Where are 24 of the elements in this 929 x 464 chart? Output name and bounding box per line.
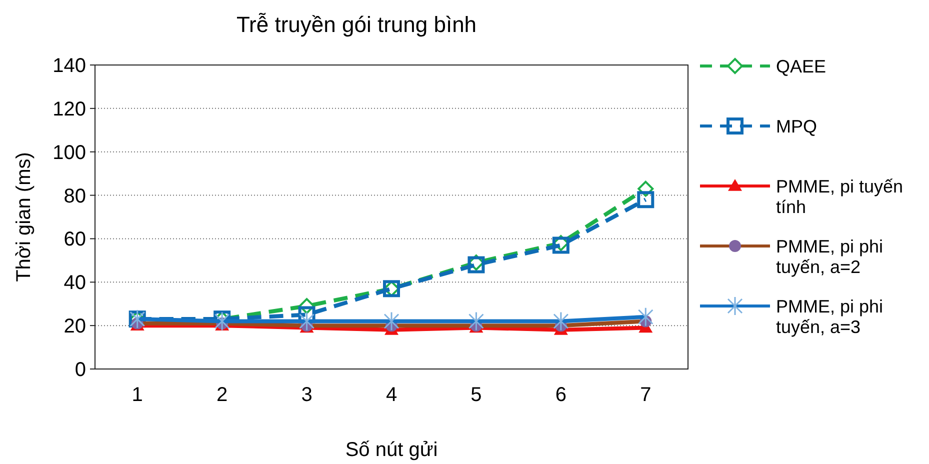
y-tick-label: 80 <box>64 185 86 208</box>
x-tick-label: 4 <box>386 384 398 406</box>
x-tick-label: 5 <box>470 384 482 406</box>
legend-label: PMME, pi tuyến tính <box>776 176 904 217</box>
x-tick-label: 7 <box>640 384 652 406</box>
x-tick-label: 3 <box>301 384 312 406</box>
point <box>637 191 654 208</box>
legend-label: PMME, pi phi tuyến, a=3 <box>776 296 884 337</box>
legend-label: MPQ <box>776 116 818 136</box>
chart-title: Trễ truyền gói trung bình <box>236 12 477 37</box>
y-tick-label: 0 <box>74 359 86 381</box>
x-tick-label: 2 <box>216 384 228 406</box>
y-tick-label: 40 <box>64 272 86 294</box>
y-axis-title: Thời gian (ms) <box>13 152 35 282</box>
y-tick-label: 20 <box>64 316 86 338</box>
legend-label: QAEE <box>776 56 826 76</box>
y-tick-label: 60 <box>64 228 86 251</box>
x-tick-label: 6 <box>555 384 566 406</box>
y-tick-label: 120 <box>52 98 86 120</box>
y-tick-label: 100 <box>52 142 86 164</box>
x-axis-title: Số nút gửi <box>345 439 438 461</box>
x-tick-label: 1 <box>132 384 143 406</box>
y-tick-label: 140 <box>52 55 86 77</box>
legend-label: PMME, pi phi tuyến, a=2 <box>776 236 884 277</box>
